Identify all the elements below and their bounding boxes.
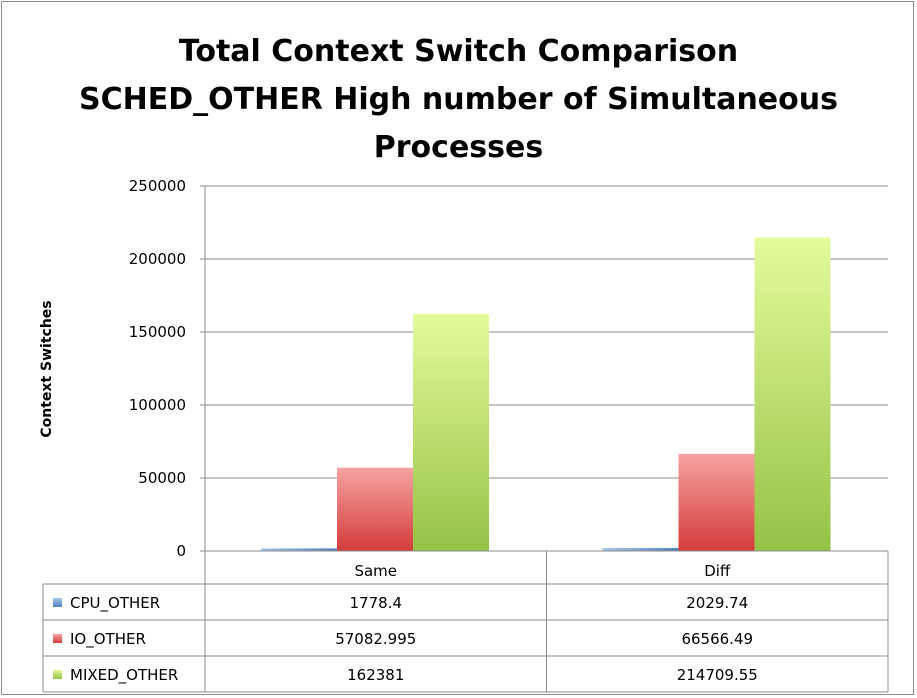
axis-layer: 0 50000 100000 150000 200000 250000 [129,177,206,560]
y-tick-label: 150000 [129,323,186,341]
data-label-mixed-other-diff: 214709.55 [677,666,758,684]
category-label-same: Same [354,562,397,580]
legend-label-io-other: IO_OTHER [70,630,146,649]
legend-swatch-cpu-other [53,598,62,607]
bar-mixed-other-diff [754,237,831,552]
chart-title-line-2: SCHED_OTHER High number of Simultaneous [79,82,838,117]
category-label-diff: Diff [704,562,731,580]
legend-label-cpu-other: CPU_OTHER [70,594,160,613]
bar-io-other-diff [678,453,755,551]
bar-io-other-same [337,467,413,551]
chart-title-line-1: Total Context Switch Comparison [178,34,739,69]
y-tick-label: 0 [176,542,186,560]
bar-cpu-other-same [261,548,337,551]
y-tick-label: 250000 [129,177,186,195]
legend-label-mixed-other: MIXED_OTHER [70,666,178,685]
chart-title-line-3: Processes [373,130,544,165]
y-tick-label: 100000 [129,396,186,414]
y-tick-label: 50000 [138,469,186,487]
bar-layer [261,237,831,552]
data-table: Same Diff CPU_OTHER 1778.4 2029.74 IO_OTHER 57… [42,550,889,693]
y-tick-label: 200000 [129,250,186,268]
data-label-io-other-diff: 66566.49 [681,630,753,648]
data-label-cpu-other-same: 1778.4 [350,594,403,612]
bar-mixed-other-same [413,313,489,551]
bar-cpu-other-diff [602,548,679,551]
data-label-io-other-same: 57082.995 [335,630,416,648]
legend-swatch-mixed-other [53,670,62,679]
legend-swatch-io-other [53,634,62,643]
data-label-cpu-other-diff: 2029.74 [686,594,748,612]
data-label-mixed-other-same: 162381 [347,666,404,684]
chart-title: Total Context Switch Comparison SCHED_OT… [0,28,917,172]
